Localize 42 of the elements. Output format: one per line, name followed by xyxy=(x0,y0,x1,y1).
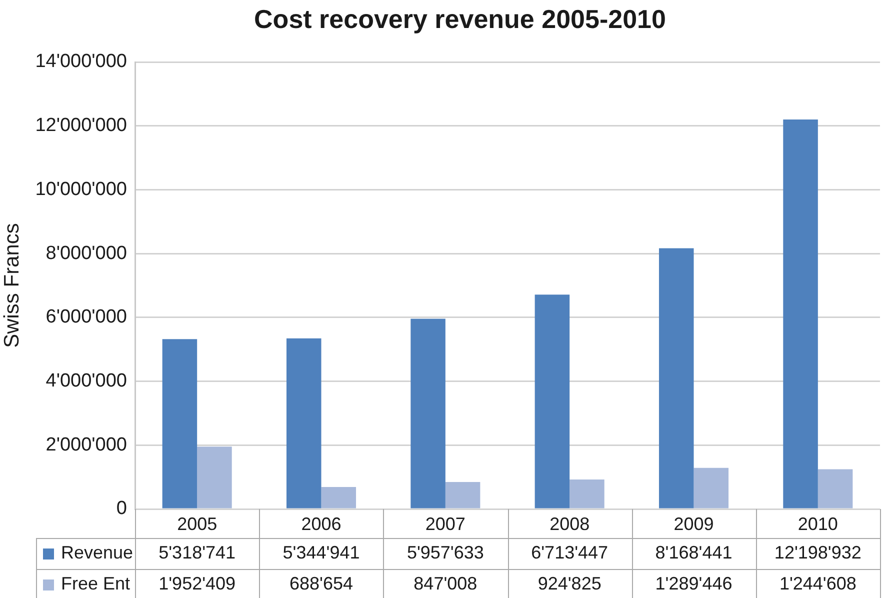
data-label: 1'244'608 xyxy=(779,573,856,594)
data-label: 8'168'441 xyxy=(655,542,732,562)
bar xyxy=(658,248,694,508)
data-label: 847'008 xyxy=(414,573,478,594)
bar xyxy=(286,338,322,508)
chart-title: Cost recovery revenue 2005-2010 xyxy=(254,4,666,34)
y-tick-label: 8'000'000 xyxy=(46,242,127,264)
legend-label: Revenue xyxy=(61,542,134,562)
bar xyxy=(570,479,604,508)
y-tick-label: 14'000'000 xyxy=(35,51,127,72)
data-label: 5'318'741 xyxy=(158,542,236,562)
x-tick-label: 2008 xyxy=(550,514,590,534)
bar xyxy=(694,468,729,508)
data-label: 12'198'932 xyxy=(774,542,862,562)
data-label: 5'957'633 xyxy=(406,542,484,562)
y-tick-label: 6'000'000 xyxy=(46,306,127,328)
y-axis-title: Swiss Francs xyxy=(0,223,24,348)
bar xyxy=(783,120,818,508)
legend-label: Free Ent xyxy=(61,573,130,594)
bar xyxy=(321,487,356,508)
data-label: 1'289'446 xyxy=(655,573,732,594)
bar xyxy=(445,482,480,508)
x-tick-label: 2010 xyxy=(798,514,838,534)
data-label: 5'344'941 xyxy=(282,542,360,562)
x-tick-label: 2006 xyxy=(301,514,342,534)
y-tick-label: 0 xyxy=(116,498,127,520)
bar xyxy=(197,446,232,508)
y-tick-label: 4'000'000 xyxy=(46,370,127,392)
bar xyxy=(162,339,198,508)
x-tick-label: 2009 xyxy=(674,514,714,534)
y-tick-label: 10'000'000 xyxy=(35,178,127,200)
bar xyxy=(534,294,570,508)
x-tick-label: 2007 xyxy=(425,514,466,534)
data-label: 1'952'409 xyxy=(158,573,236,594)
data-label: 924'825 xyxy=(538,573,602,594)
data-label: 6'713'447 xyxy=(531,542,608,562)
data-label: 688'654 xyxy=(289,573,354,594)
y-tick-label: 12'000'000 xyxy=(35,115,127,136)
bar xyxy=(410,318,446,508)
y-tick-label: 2'000'000 xyxy=(46,434,127,456)
bar xyxy=(818,469,853,508)
x-tick-label: 2005 xyxy=(177,514,218,534)
